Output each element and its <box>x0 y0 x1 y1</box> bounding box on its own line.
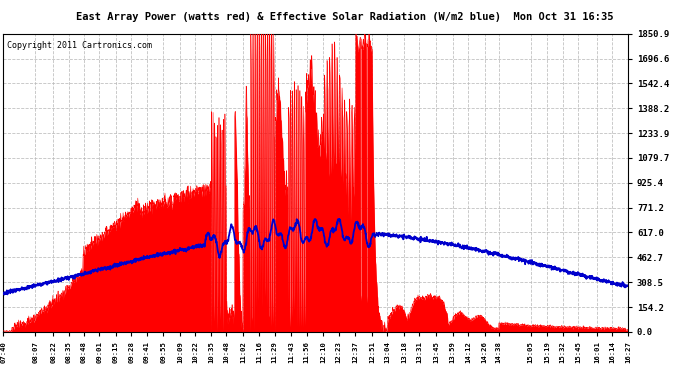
Text: East Array Power (watts red) & Effective Solar Radiation (W/m2 blue)  Mon Oct 31: East Array Power (watts red) & Effective… <box>77 12 613 22</box>
Text: Copyright 2011 Cartronics.com: Copyright 2011 Cartronics.com <box>7 41 152 50</box>
